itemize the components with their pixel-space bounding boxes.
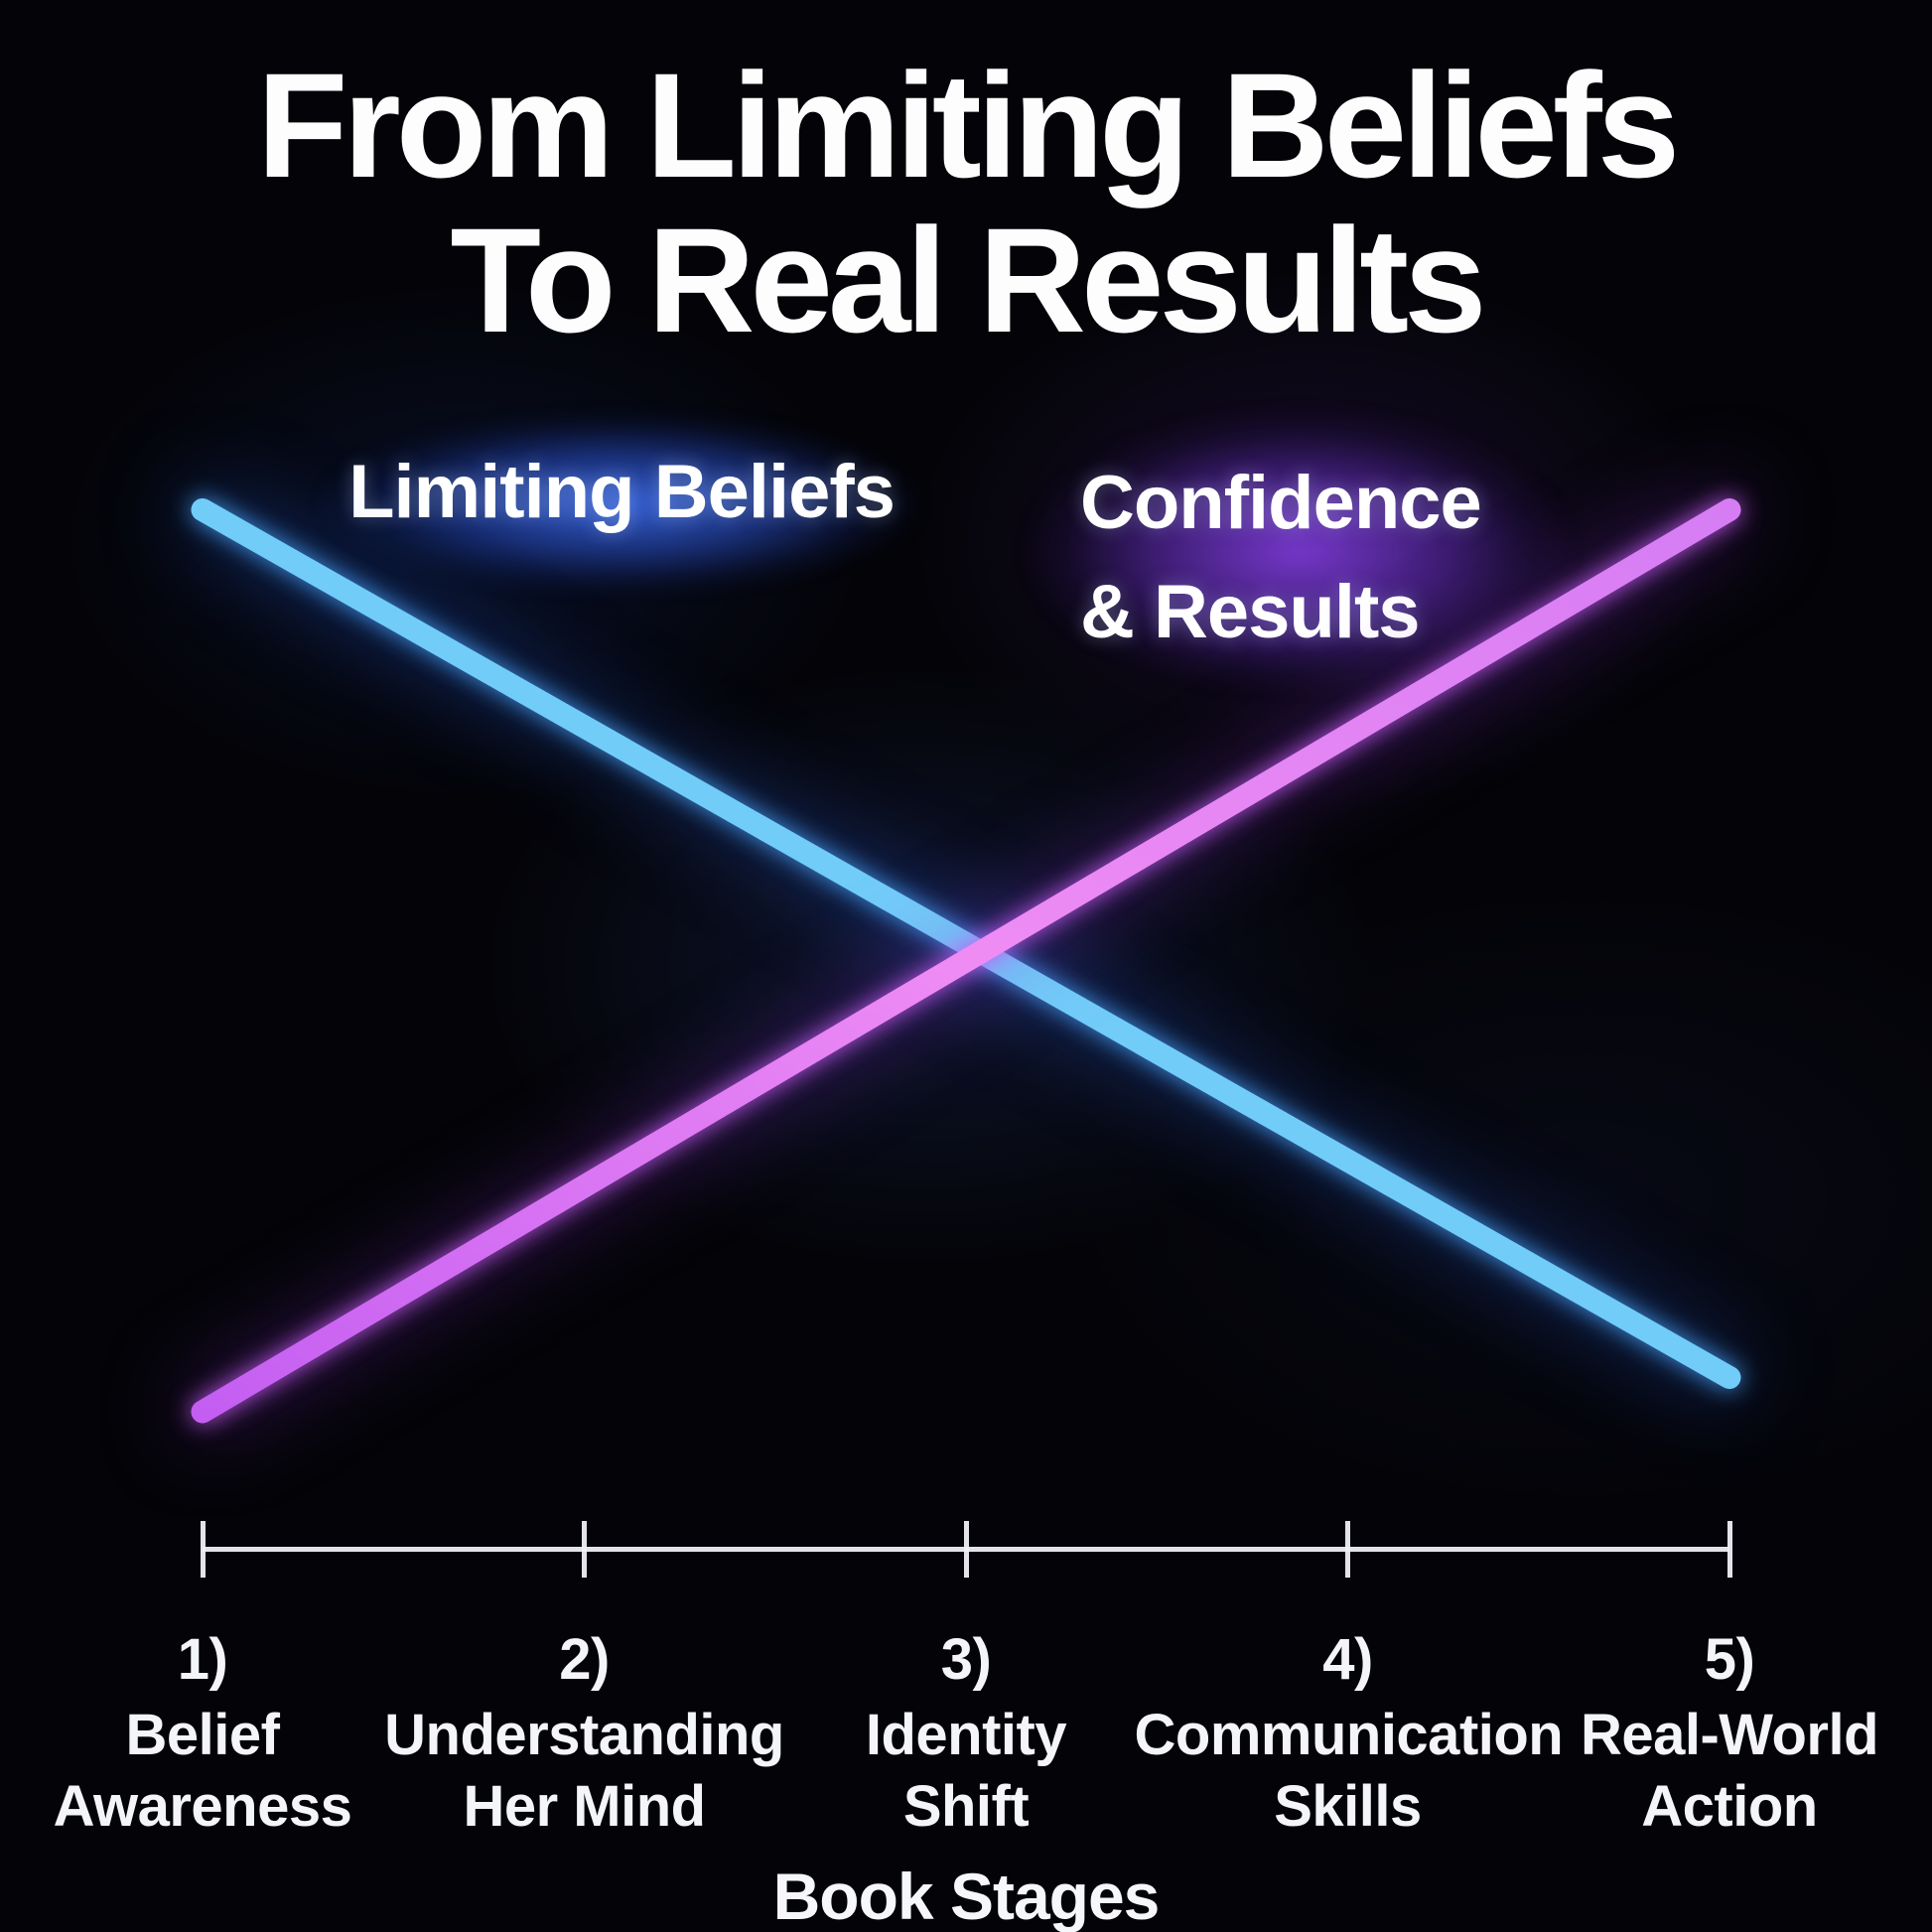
- stage-number: 4): [1322, 1627, 1373, 1692]
- x-axis-tick: [1345, 1521, 1350, 1578]
- stage-name-line: Communication: [1134, 1702, 1564, 1767]
- limiting-beliefs-glow: [238, 389, 1003, 618]
- legend-confidence-line1: Confidence: [1080, 461, 1482, 545]
- page-title-line2: To Real Results: [450, 197, 1486, 363]
- confidence-results-glow: [961, 377, 1636, 725]
- x-axis-tick: [963, 1521, 969, 1578]
- stage-name-line: Skills: [1274, 1773, 1422, 1839]
- x-axis-tick: [200, 1521, 206, 1578]
- stage-name-line: Belief: [125, 1702, 280, 1767]
- stage-name-line: Awareness: [53, 1773, 352, 1839]
- stage-label: 2) Understanding Her Mind: [371, 1624, 798, 1843]
- stage-number: 3): [940, 1627, 992, 1692]
- stage-number: 5): [1704, 1627, 1755, 1692]
- stage-name-line: Identity: [865, 1702, 1067, 1767]
- legend-confidence-results: Confidence & Results: [1080, 449, 1482, 667]
- page-title-line1: From Limiting Beliefs: [256, 42, 1680, 208]
- legend-limiting-beliefs: Limiting Beliefs: [348, 450, 896, 534]
- confidence-results-line: [191, 498, 1741, 1424]
- x-axis-title: Book Stages: [772, 1860, 1161, 1932]
- x-axis-tick: [582, 1521, 587, 1578]
- stage-number: 1): [177, 1627, 228, 1692]
- stage-number: 2): [559, 1627, 610, 1692]
- stage-name-line: Understanding: [384, 1702, 784, 1767]
- stage-label: 3) Identity Shift: [753, 1624, 1179, 1843]
- stage-label: 1) Belief Awareness: [0, 1624, 416, 1843]
- x-axis-tick: [1726, 1521, 1732, 1578]
- stage-name-line: Action: [1641, 1773, 1818, 1839]
- page-title: From Limiting Beliefs To Real Results: [0, 48, 1932, 357]
- stage-name-line: Shift: [902, 1773, 1030, 1839]
- stage-label: 5) Real-World Action: [1516, 1624, 1932, 1843]
- limiting-beliefs-line: [191, 498, 1741, 1389]
- stage-name-line: Real-World: [1580, 1702, 1879, 1767]
- stage-name-line: Her Mind: [463, 1773, 706, 1839]
- legend-confidence-line2: & Results: [1080, 570, 1421, 655]
- stage-label: 4) Communication Skills: [1134, 1624, 1564, 1843]
